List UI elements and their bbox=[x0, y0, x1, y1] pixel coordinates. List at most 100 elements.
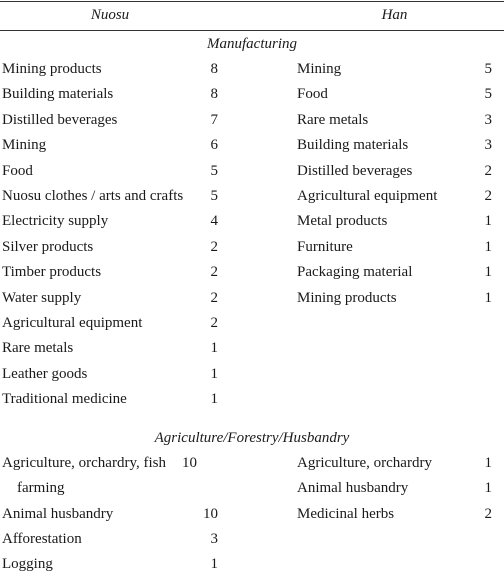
item-name: Food bbox=[2, 162, 33, 179]
item-count: 2 bbox=[210, 264, 219, 281]
item-count: 5 bbox=[484, 86, 493, 103]
item-count: 2 bbox=[210, 315, 219, 332]
item-name: Mining bbox=[297, 61, 342, 77]
column-header: Nuosu bbox=[90, 7, 130, 23]
item-count: 3 bbox=[484, 137, 493, 154]
item-count: 10 bbox=[203, 505, 218, 522]
section-columns: Agriculture, orchardry, fish farming 10 An… bbox=[0, 451, 504, 578]
table-row: Building materials 8 bbox=[2, 82, 218, 107]
table-row: Mining 5 bbox=[297, 57, 492, 82]
item-name: Packaging material bbox=[297, 264, 413, 281]
table-row: Logging 1 bbox=[2, 552, 218, 577]
item-count: 1 bbox=[484, 238, 493, 255]
table-section: Agriculture/Forestry/Husbandry Agricultur… bbox=[0, 425, 504, 578]
table-row: Electricity supply 4 bbox=[2, 209, 218, 234]
item-name: Afforestation bbox=[2, 530, 82, 547]
item-count: 3 bbox=[210, 530, 219, 547]
item-name: Furniture bbox=[297, 238, 353, 255]
item-count: 1 bbox=[210, 365, 219, 382]
table-row: Rare metals 3 bbox=[297, 108, 492, 133]
item-count: 7 bbox=[210, 111, 219, 128]
table-row: Afforestation 3 bbox=[2, 527, 218, 552]
table-row: Medicinal herbs 2 bbox=[297, 502, 492, 527]
item-name: Mining products bbox=[297, 289, 397, 306]
item-name: Rare metals bbox=[297, 111, 369, 128]
item-count: 10 bbox=[182, 454, 197, 471]
table-row: Distilled beverages 2 bbox=[297, 159, 492, 184]
table-row: Water supply 2 bbox=[2, 286, 218, 311]
table-row: Mining products 1 bbox=[297, 286, 492, 311]
table-row: Agriculture, orchardry, fish farming 10 bbox=[2, 451, 218, 502]
column: Mining products 8 Building materials 8 Disti… bbox=[2, 57, 218, 413]
table-row: Silver products 2 bbox=[2, 235, 218, 260]
item-name: Leather goods bbox=[2, 365, 88, 382]
table-row: Food 5 bbox=[297, 82, 492, 107]
table-row: Food 5 bbox=[2, 159, 218, 184]
item-name: Distilled beverages bbox=[2, 111, 118, 128]
table-row: Furniture 1 bbox=[297, 235, 492, 260]
table-row: Animal husbandry 10 bbox=[2, 502, 218, 527]
item-count: 1 bbox=[484, 454, 493, 471]
item-name: Rare metals bbox=[2, 340, 74, 357]
item-count: 2 bbox=[210, 289, 219, 306]
column: Mining 5 Food 5 Rare metals 3 Building materia… bbox=[297, 57, 492, 413]
table-row: Distilled beverages 7 bbox=[2, 108, 218, 133]
table-row: Building materials 3 bbox=[297, 133, 492, 158]
item-name: Agricultural equipment bbox=[2, 315, 143, 332]
table-row: Traditional medicine 1 bbox=[2, 387, 218, 412]
table-row: Agricultural equipment 2 bbox=[2, 311, 218, 336]
table-row: Packaging material 1 bbox=[297, 260, 492, 285]
table-row: Mining products 8 bbox=[2, 57, 218, 82]
item-count: 5 bbox=[210, 162, 219, 179]
item-count: 1 bbox=[484, 213, 493, 230]
section-title: Agriculture/Forestry/Husbandry bbox=[154, 429, 350, 446]
item-count: 5 bbox=[484, 61, 493, 77]
item-name: Electricity supply bbox=[2, 213, 109, 230]
item-name: Food bbox=[297, 86, 328, 103]
item-name: Nuosu clothes / arts and crafts bbox=[2, 188, 184, 205]
item-name: Medicinal herbs bbox=[297, 505, 395, 522]
table-row: Rare metals 1 bbox=[2, 336, 218, 361]
item-count: 2 bbox=[210, 238, 219, 255]
table-row: Nuosu clothes / arts and crafts 5 bbox=[2, 184, 218, 209]
table-row: Mining 6 bbox=[2, 133, 218, 158]
item-count: 6 bbox=[210, 137, 219, 154]
item-name: Distilled beverages bbox=[297, 162, 413, 179]
table-row: Animal husbandry 1 bbox=[297, 476, 492, 501]
item-name: Animal husbandry bbox=[297, 480, 409, 497]
item-count: 1 bbox=[484, 289, 493, 306]
table-row: Timber products 2 bbox=[2, 260, 218, 285]
column: Agriculture, orchardry 1 Animal husbandry 1… bbox=[297, 451, 492, 578]
item-name: Silver products bbox=[2, 238, 94, 255]
item-name: Logging bbox=[2, 556, 53, 573]
section-columns: Mining products 8 Building materials 8 Disti… bbox=[0, 57, 504, 413]
item-count: 3 bbox=[484, 111, 493, 128]
item-count: 4 bbox=[210, 213, 219, 230]
item-name: Traditional medicine bbox=[2, 391, 127, 408]
item-name: Metal products bbox=[297, 213, 388, 230]
section-title: Manufacturing bbox=[207, 36, 297, 52]
table-section: Manufacturing Mining products 8 Building ma… bbox=[0, 31, 504, 413]
item-count: 1 bbox=[210, 556, 219, 573]
item-count: 1 bbox=[484, 480, 493, 497]
item-name: Mining products bbox=[2, 61, 102, 77]
table-row: Agricultural equipment 2 bbox=[297, 184, 492, 209]
item-name: Water supply bbox=[2, 289, 82, 306]
item-name: Agricultural equipment bbox=[297, 188, 438, 205]
item-count: 1 bbox=[210, 391, 219, 408]
item-name: Timber products bbox=[2, 264, 102, 281]
table-row: Leather goods 1 bbox=[2, 362, 218, 387]
item-count: 2 bbox=[484, 505, 493, 522]
item-name: Building materials bbox=[297, 137, 409, 154]
item-count: 5 bbox=[210, 188, 219, 205]
item-count: 2 bbox=[484, 188, 493, 205]
table-row: Metal products 1 bbox=[297, 209, 492, 234]
table-row: Agriculture, orchardry 1 bbox=[297, 451, 492, 476]
item-name: Building materials bbox=[2, 86, 114, 103]
item-name: Animal husbandry bbox=[2, 505, 114, 522]
item-count: 8 bbox=[210, 61, 219, 77]
item-count: 8 bbox=[210, 86, 219, 103]
item-name: Agriculture, orchardry bbox=[297, 454, 432, 471]
item-count: 2 bbox=[484, 162, 493, 179]
